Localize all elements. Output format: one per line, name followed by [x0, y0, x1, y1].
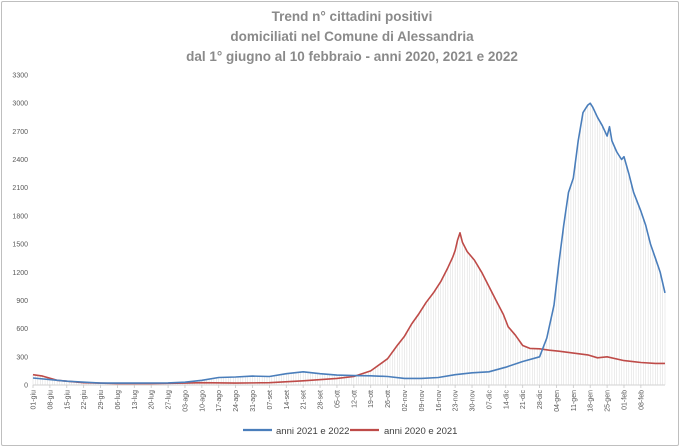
y-tick-label: 900	[16, 298, 28, 305]
x-axis: 01-giu 08-giu 15-giu 22-giu 29-giu 06-lug 13-l…	[31, 384, 665, 412]
chart-title-line-1: Trend n° cittadini positivi	[272, 9, 433, 24]
y-tick-label: 3300	[12, 73, 28, 80]
chart-title: Trend n° cittadini positivi domiciliati …	[186, 9, 518, 64]
x-tick-label: 03-ago	[182, 390, 189, 412]
x-tick-label: 06-lug	[115, 390, 122, 410]
x-tick-label: 30-nov	[470, 390, 477, 412]
y-tick-label: 2400	[12, 157, 28, 164]
x-tick-label: 10-ago	[199, 390, 206, 412]
y-tick-label: 300	[16, 354, 28, 361]
x-tick-label: 22-giu	[81, 390, 88, 410]
legend: anni 2021 e 2022 anni 2020 e 2021	[243, 426, 457, 437]
x-tick-label: 28-set	[318, 390, 325, 410]
x-tick-label: 02-nov	[402, 390, 409, 412]
x-tick-label: 26-ott	[385, 390, 392, 408]
x-tick-label: 20-lug	[149, 390, 156, 410]
series-lines	[32, 102, 666, 385]
y-tick-label: 1500	[12, 242, 28, 249]
x-tick-label: 14-set	[284, 390, 291, 410]
y-tick-label: 3000	[12, 101, 28, 108]
x-tick-label: 25-gen	[605, 390, 612, 412]
x-tick-label: 23-nov	[453, 390, 460, 412]
x-tick-label: 07-set	[267, 390, 274, 410]
x-tick-label: 13-lug	[132, 390, 139, 410]
x-tick-label: 12-ott	[351, 390, 358, 408]
x-tick-label: 18-gen	[588, 390, 595, 412]
x-tick-label: 08-giu	[47, 390, 54, 410]
x-tick-label: 31-ago	[250, 390, 257, 412]
x-tick-label: 21-set	[301, 390, 308, 410]
y-axis: 0 300 600 900 1200 1500 1800 2100 2400 2700 3000 33…	[12, 73, 28, 390]
x-tick-label: 29-giu	[98, 390, 105, 410]
x-tick-label: 19-ott	[368, 390, 375, 408]
chart-title-line-2: domiciliati nel Comune di Alessandria	[230, 29, 474, 44]
legend-label-2020-2021: anni 2020 e 2021	[384, 426, 457, 437]
x-tick-label: 05-ott	[334, 390, 341, 408]
x-tick-label: 07-dic	[486, 390, 493, 410]
x-tick-label: 28-dic	[537, 390, 544, 410]
legend-label-2021-2022: anni 2021 e 2022	[276, 426, 349, 437]
x-tick-label: 01-giu	[31, 390, 38, 410]
chart-title-line-3: dal 1° giugno al 10 febbraio - anni 2020…	[186, 49, 518, 64]
x-tick-label: 08-feb	[638, 390, 645, 410]
series-line-2020-2021	[32, 232, 665, 385]
x-tick-label: 21-dic	[520, 390, 527, 410]
area-hatch	[32, 103, 666, 385]
x-tick-label: 09-nov	[419, 390, 426, 412]
x-tick-label: 11-gen	[571, 390, 578, 411]
y-tick-label: 2700	[12, 129, 28, 136]
x-tick-label: 15-giu	[64, 390, 71, 410]
y-tick-label: 0	[24, 383, 28, 390]
y-tick-label: 1800	[12, 213, 28, 220]
y-tick-label: 600	[16, 326, 28, 333]
series-line-2021-2022	[32, 102, 666, 384]
x-tick-label: 01-feb	[621, 390, 628, 410]
x-tick-label: 17-ago	[216, 390, 223, 412]
x-tick-label: 27-lug	[166, 390, 173, 410]
x-tick-label: 04-gen	[554, 390, 561, 412]
x-tick-label: 24-ago	[233, 390, 240, 412]
x-tick-label: 14-dic	[503, 390, 510, 410]
x-tick-label: 16-nov	[436, 390, 443, 412]
y-tick-label: 1200	[12, 270, 28, 277]
y-tick-label: 2100	[12, 185, 28, 192]
